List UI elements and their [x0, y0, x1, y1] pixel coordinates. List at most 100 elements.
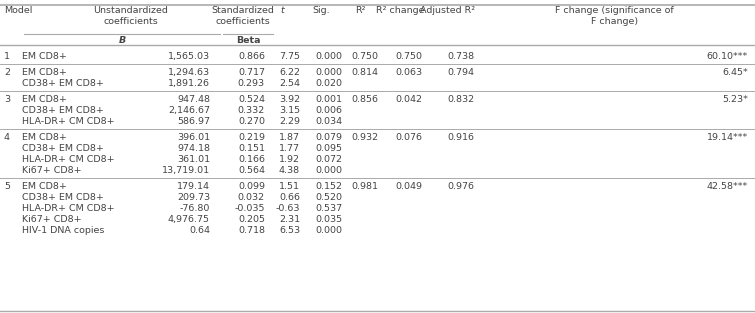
- Text: 3: 3: [4, 95, 10, 104]
- Text: 1.92: 1.92: [279, 155, 300, 164]
- Text: 0.049: 0.049: [395, 182, 422, 191]
- Text: 947.48: 947.48: [177, 95, 210, 104]
- Text: 0.032: 0.032: [238, 193, 265, 202]
- Text: 5.23*: 5.23*: [722, 95, 748, 104]
- Text: 0.750: 0.750: [395, 52, 422, 61]
- Text: 0.718: 0.718: [238, 226, 265, 235]
- Text: 0.814: 0.814: [351, 68, 378, 77]
- Text: HIV-1 DNA copies: HIV-1 DNA copies: [22, 226, 104, 235]
- Text: 1,294.63: 1,294.63: [168, 68, 210, 77]
- Text: 0.072: 0.072: [315, 155, 342, 164]
- Text: -76.80: -76.80: [180, 204, 210, 213]
- Text: 0.152: 0.152: [315, 182, 342, 191]
- Text: HLA-DR+ CM CD8+: HLA-DR+ CM CD8+: [22, 117, 115, 126]
- Text: 2.29: 2.29: [279, 117, 300, 126]
- Text: Ki67+ CD8+: Ki67+ CD8+: [22, 215, 82, 224]
- Text: Model: Model: [4, 6, 32, 15]
- Text: F change (significance of
F change): F change (significance of F change): [555, 6, 674, 26]
- Text: 0.166: 0.166: [238, 155, 265, 164]
- Text: 0.020: 0.020: [315, 79, 342, 88]
- Text: 0.717: 0.717: [238, 68, 265, 77]
- Text: 361.01: 361.01: [177, 155, 210, 164]
- Text: 0.034: 0.034: [315, 117, 342, 126]
- Text: 0.832: 0.832: [447, 95, 474, 104]
- Text: 0.520: 0.520: [315, 193, 342, 202]
- Text: 0.537: 0.537: [315, 204, 342, 213]
- Text: 6.53: 6.53: [279, 226, 300, 235]
- Text: 1.87: 1.87: [279, 133, 300, 142]
- Text: 0.079: 0.079: [315, 133, 342, 142]
- Text: 0.063: 0.063: [395, 68, 422, 77]
- Text: Standardized
coefficients: Standardized coefficients: [211, 6, 274, 26]
- Text: EM CD8+: EM CD8+: [22, 68, 67, 77]
- Text: 2.31: 2.31: [279, 215, 300, 224]
- Text: Sig.: Sig.: [312, 6, 330, 15]
- Text: EM CD8+: EM CD8+: [22, 95, 67, 104]
- Text: -0.035: -0.035: [235, 204, 265, 213]
- Text: CD38+ EM CD8+: CD38+ EM CD8+: [22, 106, 104, 115]
- Text: EM CD8+: EM CD8+: [22, 133, 67, 142]
- Text: 0.000: 0.000: [315, 226, 342, 235]
- Text: 6.22: 6.22: [279, 68, 300, 77]
- Text: 0.099: 0.099: [238, 182, 265, 191]
- Text: 0.64: 0.64: [189, 226, 210, 235]
- Text: 3.15: 3.15: [279, 106, 300, 115]
- Text: 0.524: 0.524: [238, 95, 265, 104]
- Text: 0.932: 0.932: [351, 133, 378, 142]
- Text: 2: 2: [4, 68, 10, 77]
- Text: 586.97: 586.97: [177, 117, 210, 126]
- Text: 1,565.03: 1,565.03: [168, 52, 210, 61]
- Text: Unstandardized
coefficients: Unstandardized coefficients: [94, 6, 168, 26]
- Text: 2.54: 2.54: [279, 79, 300, 88]
- Text: 396.01: 396.01: [177, 133, 210, 142]
- Text: 3.92: 3.92: [279, 95, 300, 104]
- Text: 42.58***: 42.58***: [707, 182, 748, 191]
- Text: 6.45*: 6.45*: [723, 68, 748, 77]
- Text: 209.73: 209.73: [177, 193, 210, 202]
- Text: B: B: [119, 36, 125, 45]
- Text: 1.51: 1.51: [279, 182, 300, 191]
- Text: 4: 4: [4, 133, 10, 142]
- Text: 0.866: 0.866: [238, 52, 265, 61]
- Text: 0.750: 0.750: [351, 52, 378, 61]
- Text: 0.035: 0.035: [315, 215, 342, 224]
- Text: 0.219: 0.219: [238, 133, 265, 142]
- Text: 0.000: 0.000: [315, 166, 342, 175]
- Text: 0.856: 0.856: [351, 95, 378, 104]
- Text: 7.75: 7.75: [279, 52, 300, 61]
- Text: 0.151: 0.151: [238, 144, 265, 153]
- Text: CD38+ EM CD8+: CD38+ EM CD8+: [22, 144, 104, 153]
- Text: 60.10***: 60.10***: [707, 52, 748, 61]
- Text: 0.293: 0.293: [238, 79, 265, 88]
- Text: 0.916: 0.916: [447, 133, 474, 142]
- Text: 0.976: 0.976: [447, 182, 474, 191]
- Text: 0.001: 0.001: [315, 95, 342, 104]
- Text: 5: 5: [4, 182, 10, 191]
- Text: 0.000: 0.000: [315, 52, 342, 61]
- Text: 0.794: 0.794: [447, 68, 474, 77]
- Text: CD38+ EM CD8+: CD38+ EM CD8+: [22, 193, 104, 202]
- Text: EM CD8+: EM CD8+: [22, 182, 67, 191]
- Text: 0.738: 0.738: [447, 52, 474, 61]
- Text: 179.14: 179.14: [177, 182, 210, 191]
- Text: 0.270: 0.270: [238, 117, 265, 126]
- Text: 1,891.26: 1,891.26: [168, 79, 210, 88]
- Text: 1: 1: [4, 52, 10, 61]
- Text: HLA-DR+ CM CD8+: HLA-DR+ CM CD8+: [22, 155, 115, 164]
- Text: 19.14***: 19.14***: [707, 133, 748, 142]
- Text: 4,976.75: 4,976.75: [168, 215, 210, 224]
- Text: HLA-DR+ CM CD8+: HLA-DR+ CM CD8+: [22, 204, 115, 213]
- Text: 13,719.01: 13,719.01: [162, 166, 210, 175]
- Text: EM CD8+: EM CD8+: [22, 52, 67, 61]
- Text: 0.332: 0.332: [238, 106, 265, 115]
- Text: t: t: [281, 6, 285, 15]
- Text: Adjusted R²: Adjusted R²: [421, 6, 476, 15]
- Text: 2,146.67: 2,146.67: [168, 106, 210, 115]
- Text: 0.006: 0.006: [315, 106, 342, 115]
- Text: 1.77: 1.77: [279, 144, 300, 153]
- Text: Beta: Beta: [236, 36, 260, 45]
- Text: 0.981: 0.981: [351, 182, 378, 191]
- Text: -0.63: -0.63: [276, 204, 300, 213]
- Text: 0.000: 0.000: [315, 68, 342, 77]
- Text: 0.095: 0.095: [315, 144, 342, 153]
